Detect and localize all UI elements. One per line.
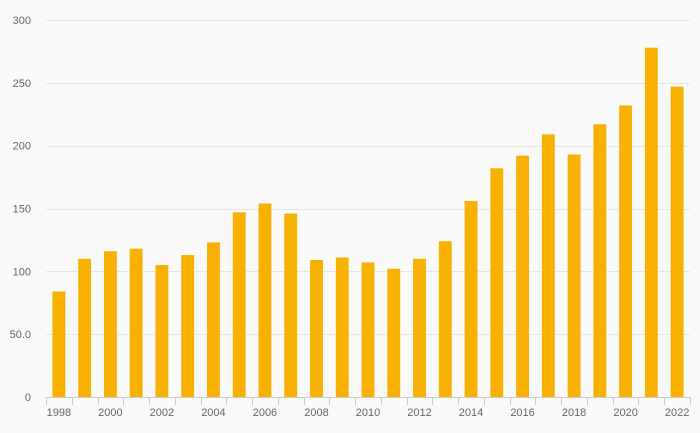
x-tick-label: 2010 <box>356 407 380 419</box>
y-tick-label: 300 <box>13 15 31 27</box>
bar-2000 <box>103 251 117 397</box>
bar-2004 <box>207 242 220 397</box>
bar-2014 <box>464 200 478 397</box>
x-tick-label: 2018 <box>562 407 586 419</box>
x-tick-label: 1998 <box>47 407 71 419</box>
bar-2008 <box>310 260 323 397</box>
bar-layer <box>52 47 684 398</box>
x-axis <box>46 397 691 405</box>
bar-2001 <box>129 248 143 397</box>
x-axis-labels: 1998 2000 2002 2004 2006 2008 2010 2012 2014 2016… <box>47 407 690 419</box>
x-tick-label: 2020 <box>613 407 637 419</box>
bar-2005 <box>232 212 246 397</box>
bar-2006 <box>258 203 272 397</box>
x-tick-label: 2016 <box>510 407 534 419</box>
bar-1999 <box>78 258 92 397</box>
x-tick-label: 2012 <box>407 407 431 419</box>
bar-2017 <box>541 134 555 398</box>
bar-2007 <box>284 213 298 397</box>
bar-2003 <box>181 255 195 397</box>
y-tick-label: 200 <box>13 141 31 153</box>
bar-2020 <box>619 105 633 397</box>
x-tick-label: 2006 <box>253 407 277 419</box>
x-tick-label: 2014 <box>459 407 483 419</box>
bar-2019 <box>593 124 607 398</box>
bar-1998 <box>52 291 66 397</box>
bar-2022 <box>670 86 684 397</box>
y-axis: 0 50.0 100 150 200 250 300 <box>10 15 31 404</box>
x-tick-label: 2000 <box>98 407 122 419</box>
bar-2009 <box>335 257 349 397</box>
y-tick-label: 250 <box>13 78 31 90</box>
bar-2010 <box>361 262 375 397</box>
bar-2021 <box>644 47 658 398</box>
y-tick-label: 50.0 <box>10 329 31 341</box>
bar-2018 <box>567 154 581 397</box>
x-tick-label: 2002 <box>150 407 174 419</box>
bar-2015 <box>490 168 504 397</box>
bar-2016 <box>516 155 529 397</box>
bar-2012 <box>413 258 426 397</box>
x-tick-label: 2008 <box>304 407 328 419</box>
x-tick-label: 2004 <box>201 407 225 419</box>
y-tick-label: 150 <box>13 204 31 216</box>
x-tick-label: 2022 <box>665 407 689 419</box>
y-tick-label: 100 <box>13 266 31 278</box>
bar-2013 <box>438 241 452 397</box>
bar-2011 <box>387 268 401 397</box>
y-tick-label: 0 <box>25 392 31 404</box>
bar-2002 <box>155 265 169 397</box>
